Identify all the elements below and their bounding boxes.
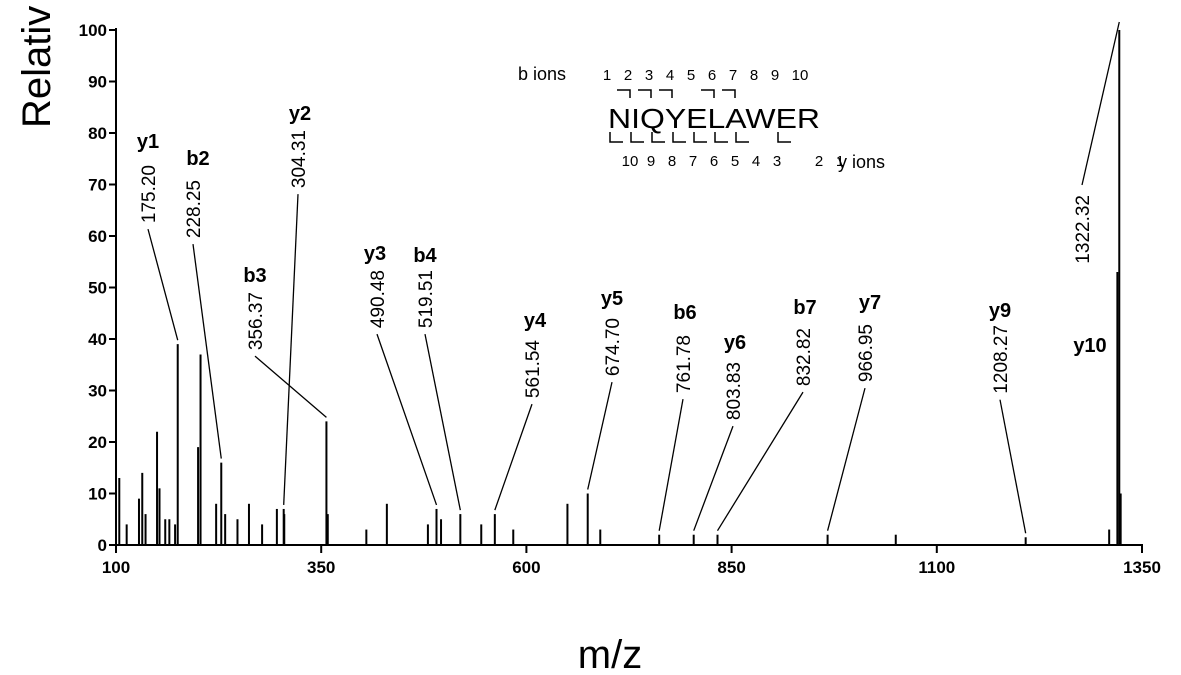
- leader-line: [424, 333, 461, 511]
- x-tick-label: 1100: [918, 558, 955, 577]
- leader-line: [192, 244, 222, 459]
- y-tick-label: 70: [88, 176, 107, 195]
- y-number: 3: [773, 153, 781, 170]
- mz-label: 490.48: [368, 270, 389, 328]
- ion-label: y10: [1073, 335, 1106, 357]
- y-number: 5: [731, 153, 739, 170]
- b-number: 8: [750, 67, 758, 84]
- x-axis-label: m/z: [578, 633, 642, 675]
- y-tick-label: 0: [98, 536, 107, 555]
- leader-line: [283, 194, 299, 505]
- y-tick-label: 50: [88, 279, 107, 298]
- ion-label: b6: [673, 302, 696, 324]
- mz-label: 761.78: [674, 335, 695, 393]
- leader-line: [1081, 21, 1120, 186]
- leader-line: [999, 399, 1027, 534]
- y-number: 7: [689, 153, 697, 170]
- y-tick-label: 20: [88, 433, 107, 452]
- y-tick-label: 40: [88, 330, 107, 349]
- ion-label: y6: [724, 332, 746, 354]
- b-number: 1: [603, 67, 611, 84]
- y-tick-label: 100: [79, 21, 107, 40]
- ion-label: y1: [137, 131, 159, 153]
- leader-line: [716, 391, 804, 532]
- y-number: 9: [647, 153, 655, 170]
- leader-line: [587, 381, 613, 490]
- y-ions-label: y ions: [838, 152, 885, 172]
- x-tick-label: 100: [102, 558, 130, 577]
- sequence: NIQYELAWER: [608, 103, 820, 134]
- mz-label: 228.25: [184, 180, 205, 238]
- fragment-brackets: [609, 89, 791, 143]
- mz-label: 674.70: [603, 318, 624, 376]
- b-number: 9: [771, 67, 779, 84]
- mz-label: 966.95: [856, 324, 877, 382]
- ion-label: b2: [186, 148, 209, 170]
- mz-label: 832.82: [794, 328, 815, 386]
- ion-label: y2: [289, 103, 311, 125]
- y-tick-label: 90: [88, 73, 107, 92]
- b-number: 4: [666, 67, 674, 84]
- x-tick-label: 600: [512, 558, 540, 577]
- leader-line: [658, 399, 684, 531]
- mz-label: 356.37: [246, 292, 267, 350]
- b-number: 2: [624, 67, 632, 84]
- y-number: 2: [815, 153, 823, 170]
- ion-label: y9: [989, 300, 1011, 322]
- mz-label: 1208.27: [991, 325, 1012, 394]
- y-number: 6: [710, 153, 718, 170]
- y-number: 4: [752, 153, 760, 170]
- y-tick-label: 30: [88, 382, 107, 401]
- b-number: 5: [687, 67, 695, 84]
- ion-label: y3: [364, 243, 386, 265]
- leader-line: [254, 355, 327, 418]
- mz-label: 1322.32: [1073, 195, 1094, 264]
- mz-label: 561.54: [523, 340, 544, 399]
- y-number: 1: [836, 153, 844, 170]
- x-tick-label: 1350: [1123, 558, 1161, 577]
- leader-line: [826, 387, 866, 531]
- y-tick-label: 10: [88, 485, 107, 504]
- ion-label: b4: [413, 245, 437, 267]
- ion-label: b7: [793, 297, 816, 319]
- b-number: 10: [792, 67, 809, 84]
- x-tick-label: 850: [717, 558, 745, 577]
- sequence-diagram: b ions NIQYELAWER y ions: [518, 64, 885, 172]
- y-number: 10: [622, 153, 639, 170]
- leader-line: [147, 228, 179, 341]
- ion-label: b3: [243, 265, 266, 287]
- y-tick-label: 80: [88, 124, 107, 143]
- ion-label: y4: [524, 310, 547, 332]
- x-tick-label: 350: [307, 558, 335, 577]
- b-number: 6: [708, 67, 716, 84]
- leader-line: [693, 425, 734, 531]
- mz-label: 175.20: [139, 165, 160, 223]
- b-number: 7: [729, 67, 737, 84]
- leader-line: [494, 403, 533, 511]
- mz-label: 519.51: [416, 270, 437, 328]
- b-ions-label: b ions: [518, 64, 566, 84]
- ion-label: y5: [601, 288, 623, 310]
- mz-label: 304.31: [289, 130, 310, 188]
- mz-label: 803.83: [724, 362, 745, 420]
- y-number: 8: [668, 153, 676, 170]
- b-number: 3: [645, 67, 653, 84]
- y-tick-label: 60: [88, 227, 107, 246]
- y-axis-label: Relativ: [15, 6, 59, 128]
- leader-line: [376, 333, 438, 506]
- ion-label: y7: [859, 292, 881, 314]
